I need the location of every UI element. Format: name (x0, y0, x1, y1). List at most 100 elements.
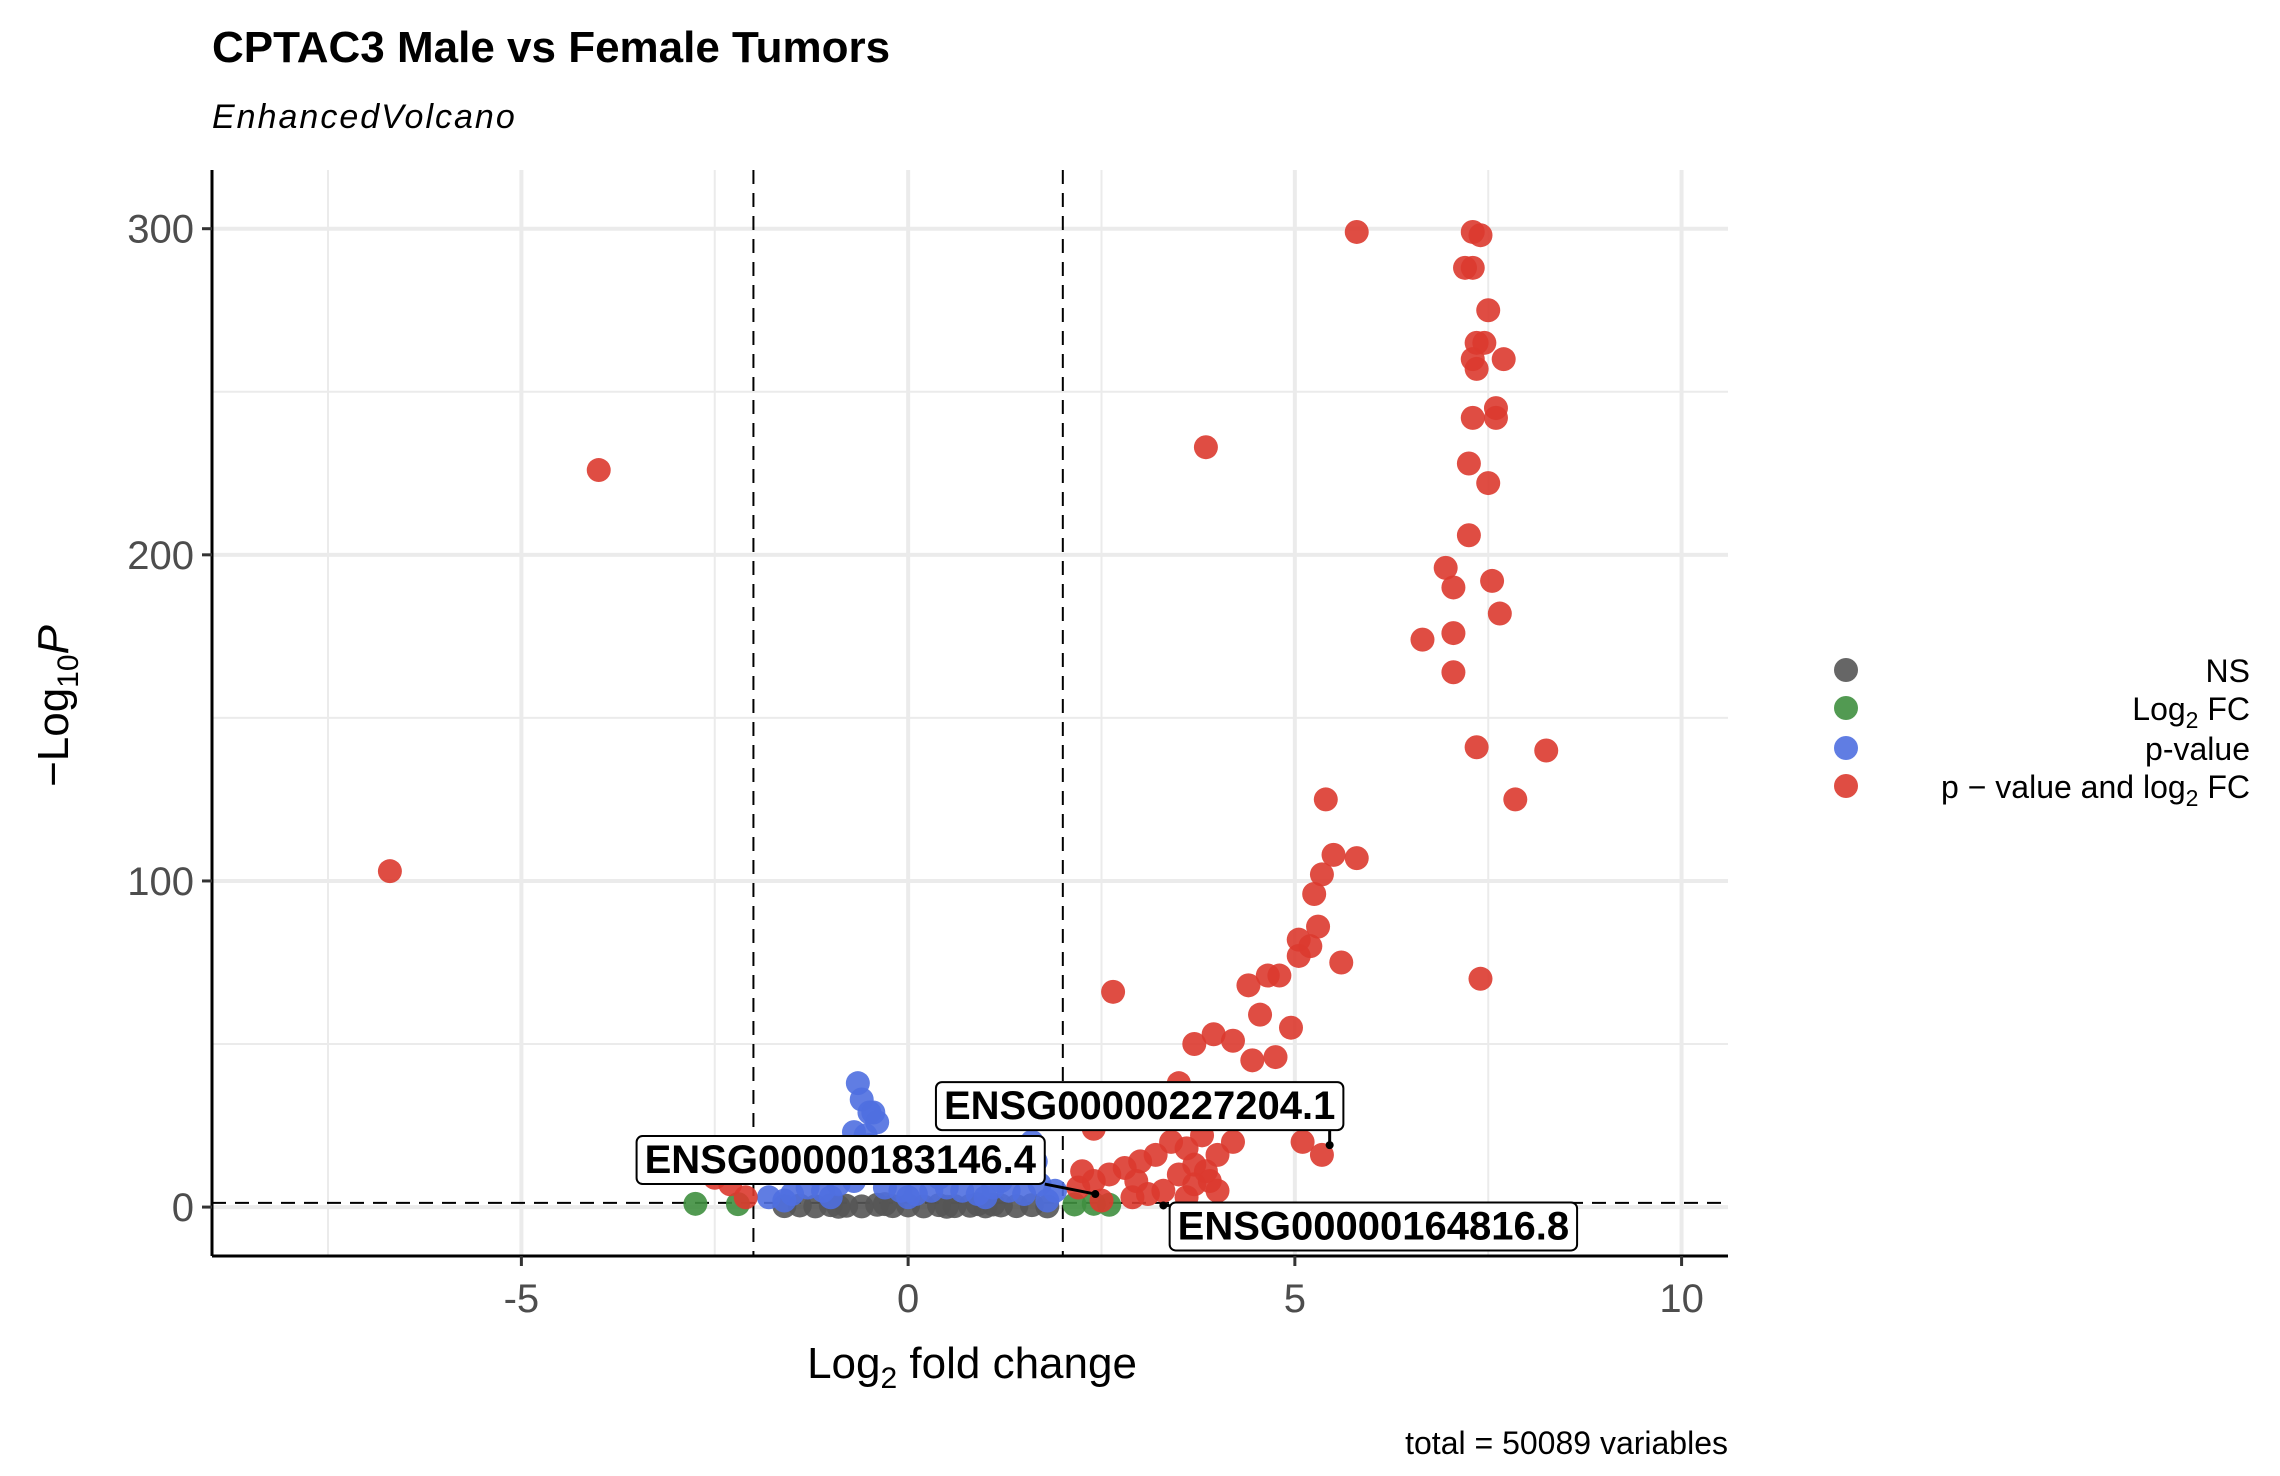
data-point-pfc (586, 458, 611, 483)
data-point-pfc (1441, 660, 1466, 685)
data-point-pfc (1182, 1032, 1207, 1057)
gene-label-box: ENSG00000164816.8 (1168, 1201, 1579, 1252)
data-point-pfc (1201, 1022, 1226, 1047)
data-point-pfc (1143, 1142, 1168, 1167)
gene-label-text: ENSG00000227204.1 (944, 1084, 1335, 1128)
legend-swatch-pvalue (1834, 736, 1858, 760)
data-point-pfc (1456, 451, 1481, 476)
gene-label-box: ENSG00000183146.4 (635, 1135, 1046, 1186)
gene-label-arrowhead (1091, 1190, 1100, 1199)
data-point-pfc (1248, 1002, 1273, 1027)
gene-label-connector (1044, 1182, 1096, 1196)
data-point-pfc (1344, 219, 1369, 244)
legend-label-pvalue-and-log2fc: p − value and log2 FC (1941, 769, 2250, 811)
data-point-ns (934, 1194, 959, 1219)
gene-label-arrowhead (1159, 1201, 1168, 1210)
data-point-pfc (1193, 435, 1218, 460)
data-point-pfc (1313, 787, 1338, 812)
data-point-pfc (1460, 255, 1485, 280)
data-point-pfc (377, 859, 402, 884)
data-point-pfc (1321, 842, 1346, 867)
gene-label-frame (1168, 1201, 1579, 1252)
data-point-pfc (1220, 1129, 1245, 1154)
data-point-pfc (1483, 405, 1508, 430)
data-point-pfc (1220, 1028, 1245, 1053)
data-point-pfc (1441, 575, 1466, 600)
data-point-pfc (1240, 1048, 1265, 1073)
data-point-pfc (1433, 555, 1458, 580)
data-point-pfc (1267, 963, 1292, 988)
gene-label-box: ENSG00000227204.1 (934, 1081, 1345, 1132)
data-point-pfc (1491, 347, 1516, 372)
axes (210, 170, 1728, 1258)
data-point-pfc (1278, 1015, 1303, 1040)
data-point-pfc (1468, 966, 1493, 991)
y-tick-label: 300 (127, 208, 194, 252)
legend: NS Log2 FC p-value p − value and log2 FC (1834, 653, 2250, 811)
data-point-pfc (1480, 568, 1505, 593)
gene-label-text: ENSG00000183146.4 (645, 1138, 1037, 1182)
x-tick-label: 5 (1284, 1277, 1306, 1321)
data-point-pfc (1309, 862, 1334, 887)
y-axis-title: −Log10P (29, 624, 85, 786)
caption: total = 50089 variables (1405, 1425, 1728, 1461)
data-point-pfc (1503, 787, 1528, 812)
data-point-pfc (1460, 405, 1485, 430)
data-point-p (818, 1185, 843, 1210)
data-point-pfc (1302, 882, 1327, 906)
data-point-pfc (1476, 298, 1501, 323)
chart-title: CPTAC3 Male vs Female Tumors (212, 23, 890, 72)
data-point-pfc (1534, 738, 1559, 763)
data-point-pfc (1441, 621, 1466, 646)
x-tick-label: 10 (1659, 1277, 1704, 1321)
legend-label-ns: NS (2206, 653, 2250, 689)
data-point-pfc (1205, 1178, 1230, 1203)
data-point-fc (683, 1191, 708, 1216)
data-point-pfc (733, 1185, 758, 1210)
data-point-pfc (1193, 1159, 1218, 1184)
data-point-pfc (1456, 523, 1481, 548)
data-point-pfc (1468, 223, 1493, 248)
legend-label-log2fc: Log2 FC (2132, 691, 2250, 733)
gene-label-text: ENSG00000164816.8 (1178, 1204, 1569, 1248)
legend-swatch-pvalue-and-log2fc (1834, 774, 1858, 798)
data-point-pfc (1476, 471, 1501, 496)
data-point-pfc (1464, 735, 1489, 760)
y-tick-label: 200 (127, 534, 194, 578)
data-point-pfc (1464, 356, 1489, 381)
legend-swatch-ns (1834, 658, 1858, 682)
data-point-pfc (1306, 914, 1331, 939)
data-point-pfc (1101, 979, 1126, 1004)
data-point-pfc (1344, 846, 1369, 871)
data-point-p (772, 1188, 797, 1213)
chart-subtitle: EnhancedVolcano (212, 98, 517, 136)
x-axis-title: Log2 fold change (807, 1339, 1137, 1395)
gene-labels: ENSG00000227204.1 ENSG00000183146.4 ENSG00… (635, 1081, 1579, 1252)
data-points (377, 219, 1559, 1219)
gene-label-frame (934, 1081, 1345, 1132)
data-point-pfc (1124, 1168, 1149, 1193)
data-point-pfc (1236, 973, 1261, 998)
legend-label-pvalue: p-value (2145, 731, 2250, 767)
y-tick-label: 0 (172, 1186, 194, 1230)
data-point-pfc (1410, 627, 1435, 652)
data-point-pfc (1309, 1142, 1334, 1167)
data-point-pfc (1070, 1159, 1095, 1184)
data-point-p (896, 1185, 921, 1210)
gene-label-arrowhead (1325, 1141, 1334, 1150)
data-point-ns (872, 1192, 897, 1217)
data-point-pfc (1329, 950, 1354, 975)
y-tick-label: 100 (127, 860, 194, 904)
data-point-p (973, 1185, 998, 1210)
data-point-p (1035, 1188, 1060, 1213)
legend-swatch-log2fc (1834, 696, 1858, 720)
data-point-pfc (1286, 943, 1311, 968)
cutoff-lines (212, 170, 1728, 1256)
x-tick-label: 0 (897, 1277, 919, 1321)
label-connectors (1044, 1130, 1334, 1210)
data-point-pfc (1290, 1129, 1315, 1154)
data-point-pfc (1487, 601, 1512, 626)
gene-label-frame (635, 1135, 1046, 1186)
